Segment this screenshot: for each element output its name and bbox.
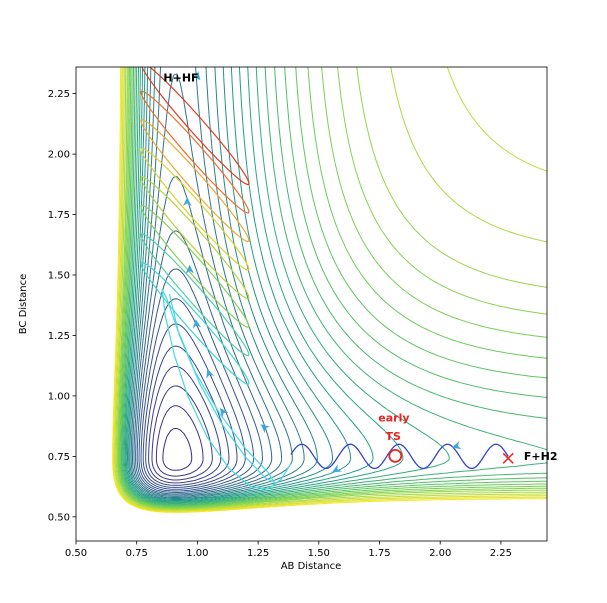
annotation-hhf: H+HF xyxy=(163,72,198,85)
x-axis-label: AB Distance xyxy=(281,561,342,572)
direction-arrow-icon xyxy=(451,441,462,450)
contour-line xyxy=(138,268,255,492)
valley-loop-3 xyxy=(140,176,250,300)
plot-spine xyxy=(75,66,548,542)
contour-line xyxy=(119,67,547,508)
annotation-fh2: F+H2 xyxy=(524,450,558,463)
contour-line xyxy=(127,67,352,501)
contour-line xyxy=(125,67,374,502)
trajectory-approach xyxy=(290,443,509,470)
contour-line xyxy=(136,230,263,493)
direction-arrow-icon xyxy=(182,197,192,206)
x-tick-label: 1.50 xyxy=(308,548,330,559)
contour-line xyxy=(151,385,213,481)
x-tick-label: 1.75 xyxy=(368,548,390,559)
direction-arrow-icon xyxy=(192,319,202,329)
y-tick-label: 1.75 xyxy=(48,210,70,221)
trajectory xyxy=(140,67,509,490)
contour-line xyxy=(112,67,547,513)
start-x-marker xyxy=(502,452,514,464)
contour-line xyxy=(128,67,333,500)
contour-line xyxy=(114,67,547,511)
contour-line xyxy=(113,67,547,513)
y-tick-label: 0.75 xyxy=(48,452,70,463)
x-tick-label: 1.00 xyxy=(186,548,208,559)
x-tick-label: 2.25 xyxy=(490,548,512,559)
contour-line xyxy=(116,67,547,510)
valley-loop-0 xyxy=(140,261,250,385)
contour-line xyxy=(117,67,547,509)
direction-arrow-icon xyxy=(185,264,195,274)
contour-line xyxy=(140,298,246,490)
direction-arrow-icon xyxy=(191,70,201,81)
contour-line xyxy=(145,345,230,486)
valley-loop-6 xyxy=(140,90,250,214)
contour-line xyxy=(121,67,547,506)
direction-arrow-icon xyxy=(206,368,215,379)
contour-line xyxy=(114,67,547,512)
contour-line xyxy=(123,67,450,504)
ts-circle-marker xyxy=(388,448,403,463)
contour-line xyxy=(135,176,273,495)
contour-lines xyxy=(112,67,547,513)
valley-loop-1 xyxy=(140,233,250,357)
contour-line xyxy=(155,405,204,477)
y-tick-label: 0.50 xyxy=(48,512,70,523)
contour-line xyxy=(121,67,547,506)
trajectory-entry xyxy=(161,288,292,490)
direction-arrow-icon xyxy=(332,464,342,473)
axes: 0.50 0.75 1.00 1.25 1.50 1.75 2.00 2.25 0.50 0.75… xyxy=(48,66,548,559)
annotation-early: early xyxy=(378,411,409,424)
y-tick-label: 1.00 xyxy=(48,391,70,402)
y-tick-label: 1.25 xyxy=(48,331,70,342)
direction-arrow-icon xyxy=(260,424,271,434)
contour-line xyxy=(124,67,404,503)
contour-line xyxy=(118,67,547,508)
contour-line xyxy=(129,67,318,499)
valley-loop-2 xyxy=(140,204,250,328)
contour-line xyxy=(148,365,222,484)
x-tick-label: 0.50 xyxy=(65,548,87,559)
y-tick-label: 2.25 xyxy=(48,89,70,100)
contour-line xyxy=(142,323,238,488)
contour-line xyxy=(120,67,547,507)
y-axis-label: BC Distance xyxy=(18,274,29,335)
contour-line xyxy=(115,67,547,510)
valley-loop-5 xyxy=(140,119,250,243)
x-tick-label: 1.25 xyxy=(247,548,269,559)
x-tick-label: 2.00 xyxy=(429,548,451,559)
direction-arrow-icon xyxy=(219,408,229,418)
contour-line xyxy=(122,67,547,505)
x-tick-label: 0.75 xyxy=(126,548,148,559)
contour-line xyxy=(133,73,283,496)
contour-line xyxy=(132,67,293,497)
y-tick-label: 2.00 xyxy=(48,150,70,161)
annotation-ts: TS xyxy=(386,430,402,443)
valley-loop-4 xyxy=(140,147,250,271)
contour-line xyxy=(162,427,193,471)
y-tick-label: 1.50 xyxy=(48,271,70,282)
valley-loop-7 xyxy=(141,67,250,186)
annotations-layer: H+HF early TS F+H2 xyxy=(163,70,558,473)
